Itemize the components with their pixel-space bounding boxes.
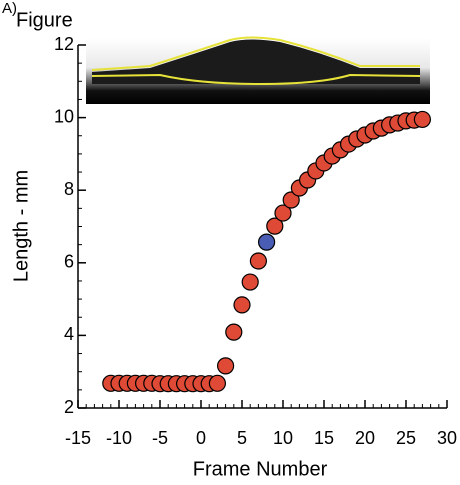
data-point (274, 204, 292, 222)
data-point (241, 273, 259, 291)
data-point (249, 252, 267, 270)
y-tick-label: 8 (64, 179, 74, 199)
data-point (208, 374, 226, 392)
x-axis-label: Frame Number (193, 458, 328, 480)
y-tick-label: 4 (64, 324, 74, 344)
data-point (258, 233, 276, 251)
x-tick-label: 0 (196, 428, 206, 448)
chart-title: Figure (16, 9, 73, 31)
data-point (266, 217, 284, 235)
data-point (217, 357, 235, 375)
data-point (225, 323, 243, 341)
data-point (413, 110, 431, 129)
x-tick-label: 30 (437, 428, 457, 448)
x-tick-label: -10 (106, 428, 132, 448)
data-point (233, 296, 251, 314)
y-tick-label: 6 (64, 252, 74, 272)
y-tick-label: 12 (54, 34, 74, 54)
x-tick-label: 10 (273, 428, 293, 448)
panel-label: A) (2, 0, 17, 17)
y-axis-label: Length - mm (10, 170, 32, 282)
y-tick-label: 10 (54, 106, 74, 126)
inset-image (86, 36, 430, 104)
x-tick-label: 5 (237, 428, 247, 448)
x-tick-label: 20 (355, 428, 375, 448)
x-tick-label: -15 (65, 428, 91, 448)
data-point (282, 191, 300, 209)
x-tick-label: -5 (152, 428, 168, 448)
x-tick-label: 25 (396, 428, 416, 448)
y-tick-label: 2 (64, 397, 74, 417)
x-tick-label: 15 (314, 428, 334, 448)
